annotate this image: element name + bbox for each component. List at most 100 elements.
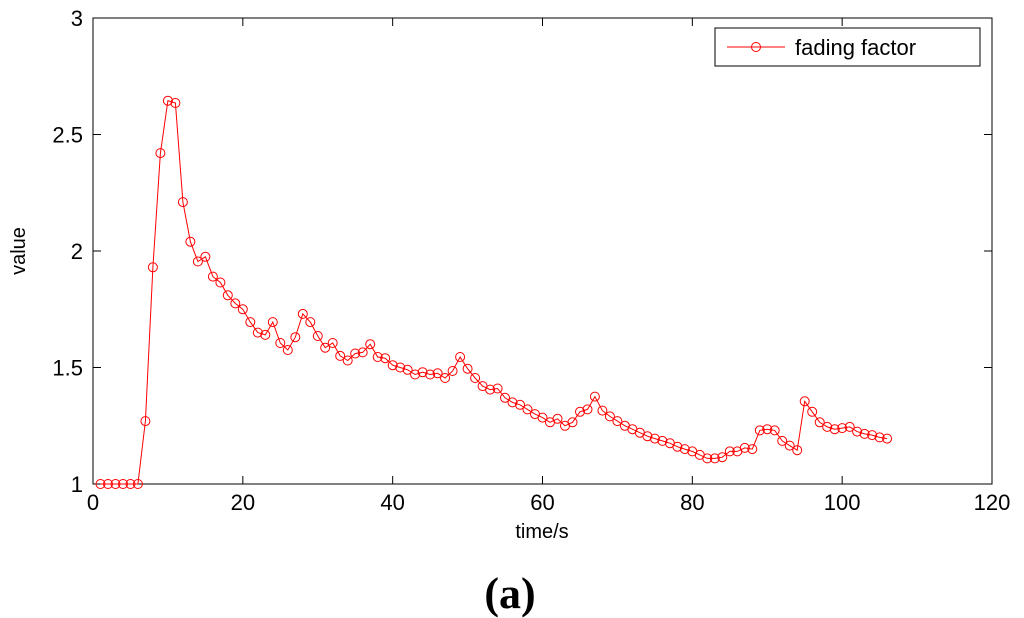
- data-point: [485, 384, 496, 395]
- data-point: [305, 317, 316, 328]
- data-point: [492, 383, 503, 394]
- data-point: [297, 308, 308, 319]
- data-point: [612, 416, 623, 427]
- data-point: [192, 256, 203, 267]
- data-point: [132, 479, 143, 489]
- data-point: [417, 367, 428, 378]
- data-point: [874, 432, 885, 443]
- data-point: [447, 366, 458, 376]
- data-point: [844, 421, 855, 432]
- data-point: [110, 479, 121, 489]
- y-tick-label: 2: [71, 239, 83, 264]
- data-point: [852, 426, 863, 437]
- data-point: [432, 368, 443, 379]
- data-point: [500, 392, 510, 403]
- data-point: [799, 396, 810, 407]
- data-point: [260, 329, 271, 340]
- data-point: [829, 424, 840, 435]
- y-tick-label: 1: [71, 472, 83, 497]
- data-point: [784, 440, 795, 451]
- data-point: [185, 236, 196, 247]
- data-point: [372, 352, 383, 362]
- data-point: [679, 444, 690, 455]
- data-point: [170, 98, 181, 108]
- data-point: [822, 421, 833, 432]
- data-point: [724, 446, 735, 457]
- y-tick-label: 1.5: [52, 356, 83, 381]
- data-point: [717, 452, 728, 463]
- x-tick-label: 40: [380, 490, 404, 515]
- data-point: [589, 391, 600, 402]
- data-point: [709, 453, 720, 464]
- data-point: [95, 479, 106, 489]
- data-point: [672, 441, 683, 452]
- data-point: [387, 360, 398, 371]
- axis-ticks: 0 20 40 60 80 100 120 1 1.5 2 2.5 3: [52, 6, 1010, 515]
- data-point: [762, 424, 773, 435]
- data-point: [312, 331, 323, 341]
- y-tick-label: 2.5: [52, 123, 83, 148]
- data-point: [597, 405, 608, 416]
- data-point: [792, 445, 803, 456]
- legend-entry-label: fading factor: [795, 35, 916, 60]
- data-point: [365, 339, 376, 350]
- data-point: [859, 428, 870, 439]
- data-point: [747, 444, 758, 455]
- data-point: [522, 404, 533, 415]
- data-point: [140, 416, 151, 427]
- series-line-fading-factor: [100, 100, 888, 485]
- data-point: [147, 262, 158, 273]
- data-point: [103, 479, 113, 489]
- x-tick-label: 100: [824, 490, 861, 515]
- data-point: [162, 95, 173, 106]
- data-point: [222, 290, 233, 301]
- data-point: [649, 433, 660, 444]
- data-point: [455, 352, 466, 362]
- data-point: [342, 355, 353, 366]
- x-tick-label: 80: [680, 490, 704, 515]
- data-point: [470, 373, 481, 383]
- x-tick-label: 0: [87, 490, 99, 515]
- data-point: [769, 425, 780, 436]
- data-point: [582, 404, 593, 415]
- data-point: [267, 317, 278, 328]
- data-point: [215, 277, 226, 288]
- data-point: [237, 304, 248, 315]
- data-point: [425, 369, 436, 380]
- data-point: [882, 433, 893, 444]
- data-point: [410, 369, 421, 380]
- data-point: [807, 406, 818, 417]
- data-point: [380, 353, 391, 364]
- data-point: [335, 350, 346, 361]
- data-point: [177, 197, 188, 208]
- data-point: [754, 425, 765, 436]
- data-point: [739, 442, 750, 453]
- data-point: [230, 298, 241, 309]
- data-point: [200, 251, 211, 262]
- data-point: [515, 399, 525, 410]
- legend: fading factor: [714, 27, 981, 67]
- data-point: [125, 479, 136, 489]
- data-point: [207, 271, 218, 282]
- data-point: [395, 362, 406, 373]
- data-point: [282, 345, 293, 355]
- data-point: [642, 431, 653, 442]
- data-point: [440, 373, 451, 383]
- legend-marker: [751, 42, 761, 52]
- plot-area: [92, 17, 993, 485]
- data-point: [777, 435, 788, 446]
- data-point: [702, 453, 713, 464]
- figure-caption: (a): [484, 569, 535, 618]
- data-point: [657, 435, 668, 446]
- data-point: [350, 348, 361, 359]
- data-point: [320, 342, 331, 353]
- data-point: [567, 417, 578, 428]
- data-point: [290, 332, 301, 343]
- x-axis-label: time/s: [515, 521, 568, 543]
- data-point: [327, 338, 338, 348]
- data-point: [837, 423, 848, 434]
- x-tick-label: 60: [530, 490, 554, 515]
- data-point: [155, 148, 166, 159]
- data-point: [814, 417, 825, 428]
